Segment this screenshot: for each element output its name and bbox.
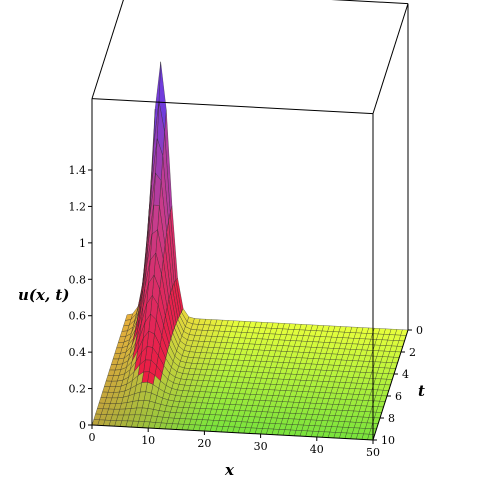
box-edge	[91, 98, 374, 115]
x-tick-label: 10	[141, 434, 155, 447]
x-tick-label: 20	[197, 437, 211, 450]
t-tick-label: 6	[395, 390, 402, 403]
t-tick-label: 0	[416, 324, 423, 337]
z-tick-label: 1.2	[69, 200, 87, 213]
z-tick-label: 1	[79, 237, 86, 250]
t-tick-label: 10	[381, 434, 395, 447]
box-edge	[91, 0, 124, 99]
x-axis: 0 10 20 30 40 50	[89, 425, 380, 459]
box-edge	[91, 424, 374, 441]
x-tick-label: 0	[89, 431, 96, 444]
t-axis-label: t	[418, 382, 425, 400]
t-tick-label: 4	[402, 368, 409, 381]
t-tick-label: 2	[409, 346, 416, 359]
z-tick-label: 0.8	[69, 273, 87, 286]
box-edge	[372, 329, 409, 441]
z-tick-label: 0.2	[69, 383, 87, 396]
z-tick-label: 1.4	[69, 164, 87, 177]
x-tick-label: 40	[310, 443, 324, 456]
z-tick-label: 0.6	[69, 310, 87, 323]
box-edge	[372, 3, 409, 114]
z-tick-label: 0	[79, 419, 86, 432]
surface-mesh	[91, 61, 409, 441]
x-tick-label: 50	[366, 446, 380, 459]
box-edge	[331, 0, 409, 5]
z-axis-label: u(x, t)	[18, 286, 69, 304]
t-tick-label: 8	[388, 412, 395, 425]
x-axis-label: x	[224, 461, 235, 479]
z-tick-label: 0.4	[69, 346, 87, 359]
x-tick-label: 30	[254, 440, 268, 453]
z-axis: 0 0.2 0.4 0.6 0.8 1 1.2 1.4	[69, 164, 92, 432]
bounding-box	[91, 0, 409, 441]
